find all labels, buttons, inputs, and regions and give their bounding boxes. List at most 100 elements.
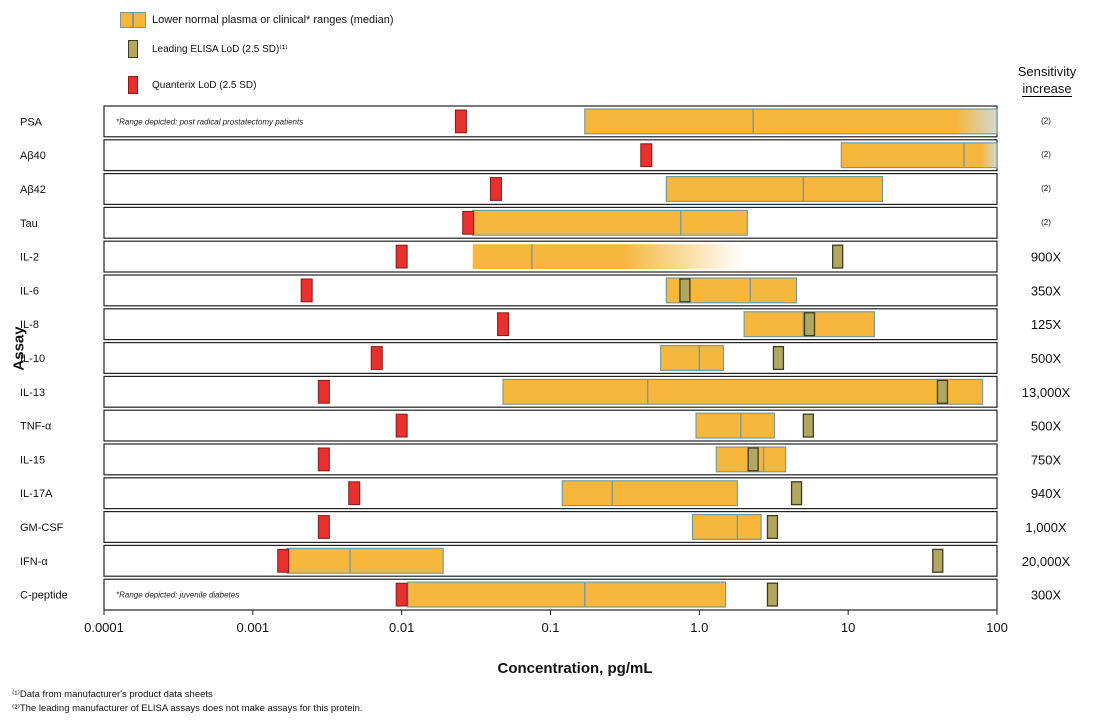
elisa-lod-marker <box>767 583 777 606</box>
range-bar <box>287 548 443 573</box>
assay-row: Aβ42 (2) <box>20 174 1051 205</box>
x-tick-label: 1.0 <box>690 620 708 635</box>
x-tick-label: 0.001 <box>237 620 270 635</box>
assay-row-frame <box>104 545 997 576</box>
quanterix-lod-marker <box>349 482 360 505</box>
range-bar <box>408 582 726 607</box>
quanterix-lod-marker <box>396 245 407 268</box>
y-axis-title: Assay <box>11 324 28 374</box>
quanterix-lod-marker <box>490 178 501 201</box>
quanterix-lod-marker <box>371 347 382 370</box>
elisa-lod-marker <box>748 448 758 471</box>
assay-label: IL-15 <box>20 454 45 466</box>
range-bar <box>693 515 762 540</box>
assay-row: TNF-α 500X <box>20 410 1062 441</box>
assay-label: Aβ42 <box>20 184 46 196</box>
sensitivity-value: 500X <box>1031 419 1062 434</box>
quanterix-lod-marker <box>318 380 329 403</box>
elisa-lod-marker <box>833 245 843 268</box>
assay-row: GM-CSF 1,000X <box>20 512 1067 543</box>
assay-label: GM-CSF <box>20 522 64 534</box>
sensitivity-value: 940X <box>1031 486 1062 501</box>
elisa-lod-marker <box>680 279 690 302</box>
assay-row: IL-13 13,000X <box>20 376 1071 407</box>
elisa-lod-marker <box>803 414 813 437</box>
assay-row: IL-2 900X <box>20 241 1062 272</box>
x-tick-label: 10 <box>841 620 855 635</box>
assay-row-frame <box>104 512 997 543</box>
sensitivity-value: 350X <box>1031 283 1062 298</box>
range-bar <box>696 413 774 438</box>
assay-label: C-peptide <box>20 590 68 602</box>
quanterix-lod-marker <box>396 583 407 606</box>
assay-row-frame <box>104 410 997 441</box>
sensitivity-value: (2) <box>1041 150 1051 159</box>
elisa-lod-marker <box>773 347 783 370</box>
assay-label: Aβ40 <box>20 150 46 162</box>
range-bar <box>585 109 997 134</box>
assay-row: IL-17A 940X <box>20 478 1062 509</box>
assay-row-frame <box>104 478 997 509</box>
range-bar <box>841 143 997 168</box>
assay-row-frame <box>104 275 997 306</box>
sensitivity-value: 500X <box>1031 351 1062 366</box>
range-bar <box>562 481 737 506</box>
x-tick-label: 100 <box>986 620 1008 635</box>
range-bar <box>473 244 744 269</box>
x-tick-label: 0.1 <box>541 620 559 635</box>
range-bar <box>666 177 882 202</box>
range-bar <box>473 210 748 235</box>
assay-row: Aβ40 (2) <box>20 140 1051 171</box>
quanterix-lod-marker <box>498 313 509 336</box>
x-axis-title: Concentration, pg/mL <box>400 660 750 677</box>
assay-note: *Range depicted: juvenile diabetes <box>116 591 239 600</box>
assay-row: IL-6 350X <box>20 275 1062 306</box>
range-bar <box>661 346 724 371</box>
sensitivity-value: 300X <box>1031 588 1062 603</box>
sensitivity-value: (2) <box>1041 116 1051 125</box>
assay-row: Tau (2) <box>20 207 1051 238</box>
elisa-lod-marker <box>933 549 943 572</box>
sensitivity-value: 750X <box>1031 452 1062 467</box>
sensitivity-value: 20,000X <box>1022 554 1071 569</box>
assay-row-frame <box>104 444 997 475</box>
sensitivity-value: 1,000X <box>1025 520 1067 535</box>
assay-label: IFN-α <box>20 556 48 568</box>
assay-label: TNF-α <box>20 421 52 433</box>
footnote-1: ⁽¹⁾Data from manufacturer's product data… <box>12 689 213 700</box>
elisa-lod-marker <box>937 380 947 403</box>
assay-row: PSA *Range depicted: post radical prostat… <box>20 106 1051 137</box>
assay-row-frame <box>104 343 997 374</box>
assay-label: IL-2 <box>20 252 39 264</box>
quanterix-lod-marker <box>278 549 289 572</box>
assay-note: *Range depicted: post radical prostatect… <box>116 117 303 126</box>
elisa-lod-marker <box>805 313 815 336</box>
range-bar <box>503 379 983 404</box>
assay-label: IL-13 <box>20 387 45 399</box>
quanterix-lod-marker <box>318 448 329 471</box>
quanterix-lod-marker <box>301 279 312 302</box>
quanterix-lod-marker <box>463 211 474 234</box>
assay-label: IL-6 <box>20 285 39 297</box>
x-tick-label: 0.0001 <box>84 620 124 635</box>
sensitivity-value: (2) <box>1041 218 1051 227</box>
sensitivity-value: 13,000X <box>1022 385 1071 400</box>
assay-label: Tau <box>20 218 38 230</box>
quanterix-lod-marker <box>318 516 329 539</box>
sensitivity-value: 125X <box>1031 317 1062 332</box>
assay-label: PSA <box>20 116 43 128</box>
quanterix-lod-marker <box>396 414 407 437</box>
sensitivity-value: 900X <box>1031 250 1062 265</box>
sensitivity-value: (2) <box>1041 184 1051 193</box>
assay-row: IFN-α 20,000X <box>20 545 1071 576</box>
footnote-2: ⁽²⁾The leading manufacturer of ELISA ass… <box>12 703 363 714</box>
assay-row: IL-8 125X <box>20 309 1062 340</box>
assay-row: IL-10 500X <box>20 343 1062 374</box>
assay-row: IL-15 750X <box>20 444 1062 475</box>
elisa-lod-marker <box>792 482 802 505</box>
assay-row: C-peptide *Range depicted: juvenile diabe… <box>20 579 1062 610</box>
quanterix-lod-marker <box>641 144 652 167</box>
elisa-lod-marker <box>767 516 777 539</box>
assay-label: IL-17A <box>20 488 53 500</box>
